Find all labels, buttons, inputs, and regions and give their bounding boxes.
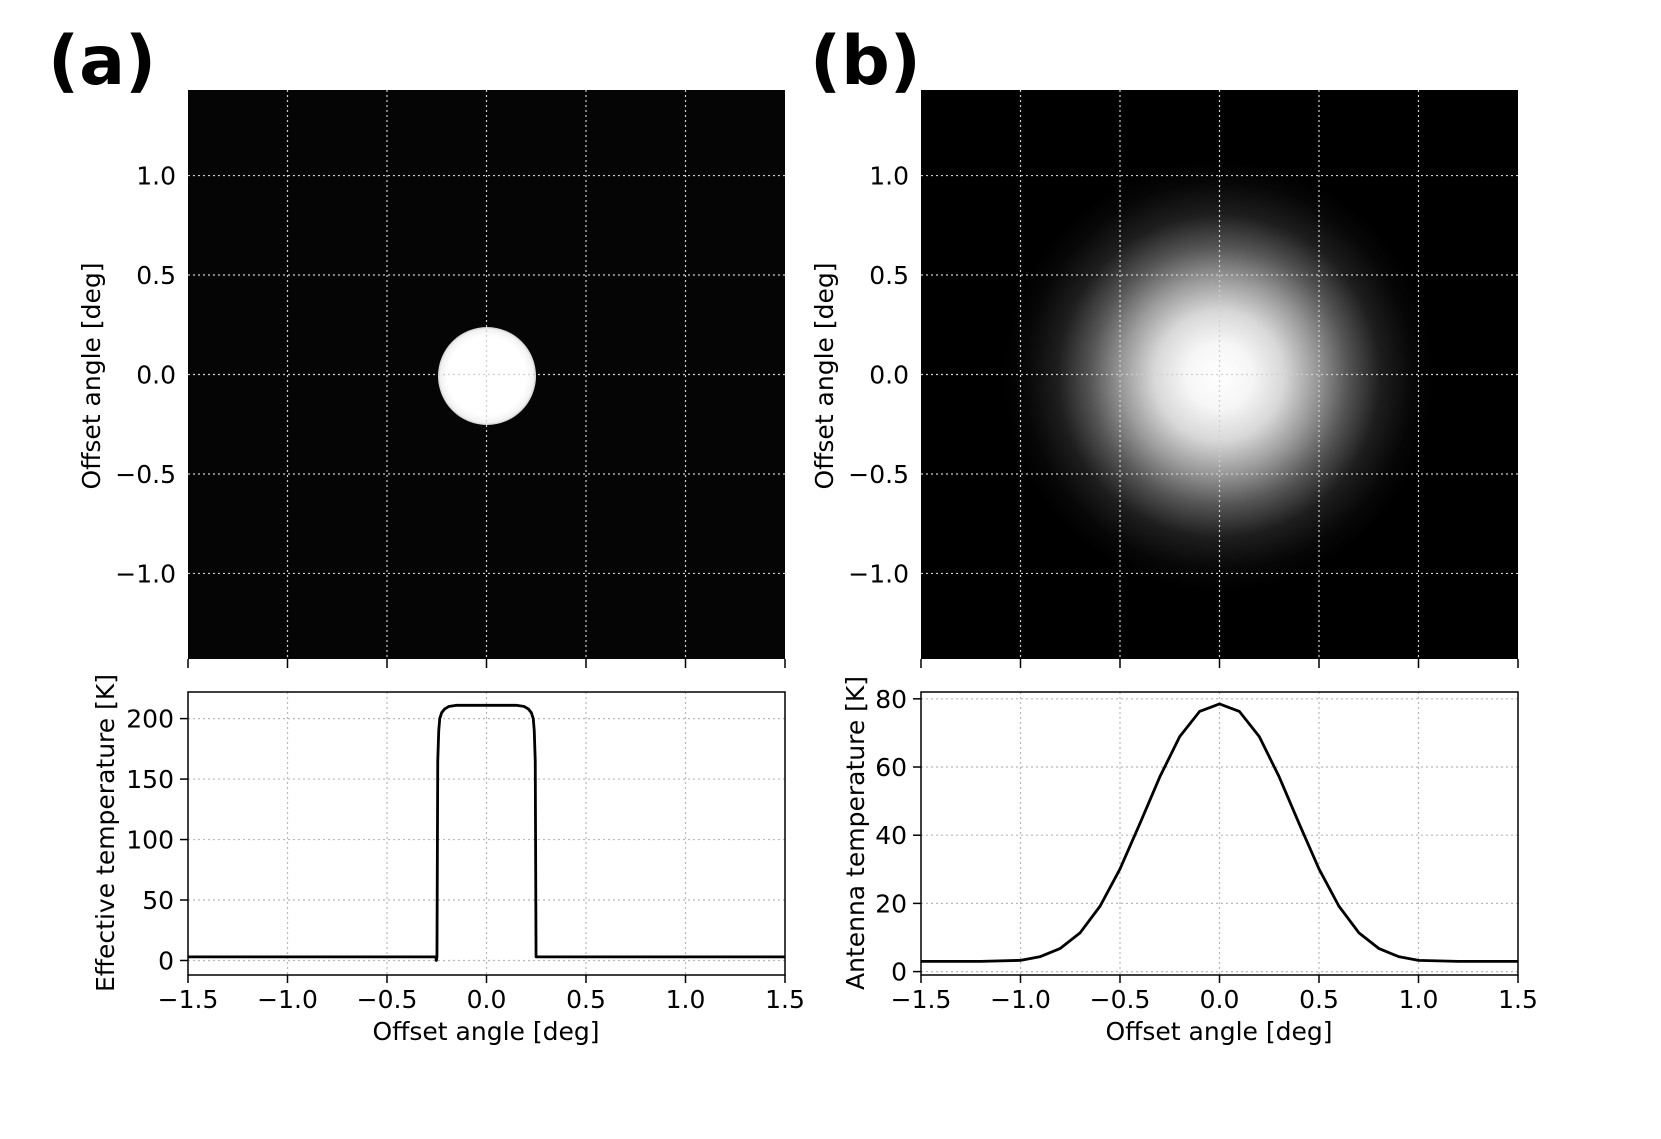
panel-a-line-xlabel: Offset angle [deg] [373, 1017, 600, 1046]
panel-a-line-xtick-label-2: −0.5 [357, 985, 418, 1014]
panel-b-image-ytick-label-3: −0.5 [848, 460, 909, 489]
panel-b-image-ylabel: Offset angle [deg] [810, 263, 839, 490]
panel-a-line-plot: −1.5 −1.0 −0.5 0.0 0.5 1.0 1.5 0 50 100 150 200 Off… [91, 674, 805, 1046]
panel-a-line-xtick-label-5: 1.0 [666, 985, 706, 1014]
panel-a-image-ytick-label-1: 0.5 [136, 261, 176, 290]
panel-b-line-xtick-label-6: 1.5 [1498, 985, 1538, 1014]
panel-a-image-ytick-label-2: 0.0 [136, 361, 176, 390]
panel-b-line-xtick-label-5: 1.0 [1399, 985, 1439, 1014]
panel-a-line-ticks: −1.5 −1.0 −0.5 0.0 0.5 1.0 1.5 0 50 100 150 200 [126, 705, 805, 1014]
panel-b-line-ytick-label-4: 80 [875, 685, 907, 714]
panel-b-line-xtick-label-0: −1.5 [891, 985, 952, 1014]
panel-b-image-ytick-label-2: 0.0 [869, 361, 909, 390]
panel-b-line-xtick-label-1: −1.0 [990, 985, 1051, 1014]
effective-temperature-line [188, 703, 785, 962]
panel-label-a: (a) [48, 22, 156, 101]
panel-a-image-plot: 1.0 0.5 0.0 −0.5 −1.0 Offset angle [deg] [77, 90, 786, 668]
panel-b-line-xlabel: Offset angle [deg] [1106, 1017, 1333, 1046]
panel-b-line-plot: −1.5 −1.0 −0.5 0.0 0.5 1.0 1.5 0 20 40 60 80 Offset… [841, 676, 1538, 1046]
panel-b-image-plot: 1.0 0.5 0.0 −0.5 −1.0 Offset angle [deg] [810, 90, 1519, 668]
panel-a-line-xtick-label-3: 0.0 [467, 985, 507, 1014]
panel-b-line-ticks: −1.5 −1.0 −0.5 0.0 0.5 1.0 1.5 0 20 40 60 80 [875, 685, 1538, 1014]
panel-b-image-ticks: 1.0 0.5 0.0 −0.5 −1.0 [848, 162, 1519, 668]
panel-a-image-ylabel: Offset angle [deg] [77, 263, 106, 490]
panel-b-image-ytick-label-4: −1.0 [848, 559, 909, 588]
panel-a-image-ticks: 1.0 0.5 0.0 −0.5 −1.0 [115, 162, 786, 668]
panel-b-image-ytick-label-1: 0.5 [869, 261, 909, 290]
panel-a-line-grid [188, 692, 785, 975]
panel-a-line-xtick-label-6: 1.5 [765, 985, 805, 1014]
panel-b-line-ytick-label-3: 60 [875, 753, 907, 782]
panel-a-line-ylabel: Effective temperature [K] [91, 674, 120, 992]
panel-a-line-ytick-label-4: 200 [126, 705, 174, 734]
panel-a-line-ytick-label-0: 0 [158, 946, 174, 975]
panel-b-line-xtick-label-4: 0.5 [1299, 985, 1339, 1014]
panel-a-line-ytick-label-1: 50 [142, 886, 174, 915]
panel-a-line-xtick-label-1: −1.0 [257, 985, 318, 1014]
panel-b-line-ylabel: Antenna temperature [K] [841, 676, 870, 990]
panel-b-line-xtick-label-2: −0.5 [1090, 985, 1151, 1014]
panel-b-image-ytick-label-0: 1.0 [869, 162, 909, 191]
panel-b-line-ytick-label-1: 20 [875, 889, 907, 918]
panel-b-line-grid [921, 692, 1518, 975]
panel-a-line-xtick-label-0: −1.5 [158, 985, 219, 1014]
panel-a-line-xtick-label-4: 0.5 [566, 985, 606, 1014]
antenna-temperature-line [921, 702, 1518, 963]
panel-label-b: (b) [810, 22, 921, 101]
panel-a-line-ytick-label-2: 100 [126, 826, 174, 855]
panel-b-line-ytick-label-2: 40 [875, 821, 907, 850]
panel-b-line-ytick-label-0: 0 [891, 958, 907, 987]
panel-a-image-ytick-label-0: 1.0 [136, 162, 176, 191]
panel-a-image-ytick-label-3: −0.5 [115, 460, 176, 489]
panel-a-line-ytick-label-3: 150 [126, 765, 174, 794]
panel-b-line-xtick-label-3: 0.0 [1200, 985, 1240, 1014]
panel-a-image-ytick-label-4: −1.0 [115, 559, 176, 588]
